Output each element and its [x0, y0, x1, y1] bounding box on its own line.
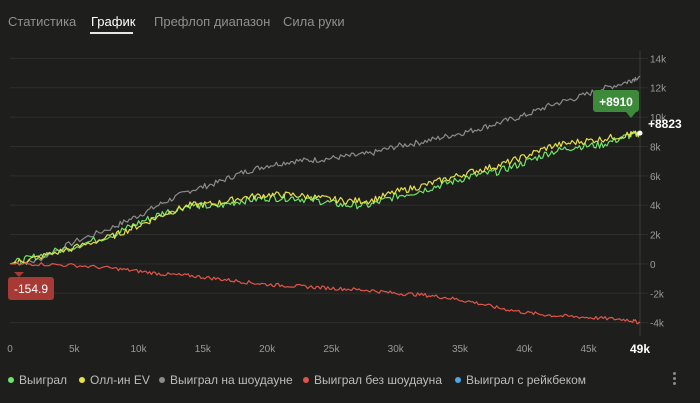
legend-dot-icon [159, 377, 165, 383]
legend-dot-icon [303, 377, 309, 383]
series-allin-ev-line [9, 130, 641, 265]
y-tick-label: -4k [650, 319, 665, 330]
x-tick-label: 10k [131, 344, 148, 355]
annotation-won-pointer [626, 112, 636, 118]
legend-item-showdown[interactable]: Выиграл на шоудауне [159, 373, 293, 387]
x-tick-label: 5k [69, 344, 81, 355]
tab-statistics[interactable]: Статистика [8, 14, 77, 29]
tab-bar: Статистика График Префлоп диапазон Сила … [0, 0, 700, 36]
x-tick-label: 0 [7, 344, 13, 355]
annotation-won-label: +8910 [599, 95, 633, 109]
annotation-start-badge [8, 277, 54, 300]
y-tick-label: 2k [650, 231, 662, 242]
more-options-icon[interactable] [667, 370, 681, 390]
x-tick-label: 20k [259, 344, 276, 355]
x-tick-label: 15k [195, 344, 212, 355]
x-end-label: 49k [630, 342, 650, 356]
series-end-point [637, 130, 643, 136]
active-tab-underline [90, 32, 133, 34]
annotation-start-pointer [14, 272, 24, 277]
legend-item-won[interactable]: Выиграл [8, 373, 67, 387]
x-tick-label: 40k [516, 344, 533, 355]
annotation-start-label: -154.9 [14, 282, 48, 296]
tab-hand-strength[interactable]: Сила руки [283, 14, 345, 29]
y-tick-label: 12k [650, 84, 667, 95]
series-showdown-line [9, 75, 641, 266]
tab-graph[interactable]: График [91, 14, 136, 29]
y-tick-label: 10k [650, 113, 667, 124]
series-won-line [9, 130, 641, 265]
chart-legend: Выиграл Олл-ин EV Выиграл на шоудауне Вы… [0, 366, 700, 394]
x-tick-label: 45k [581, 344, 598, 355]
tab-preflop-range[interactable]: Префлоп диапазон [154, 14, 271, 29]
y-tick-label: 0 [650, 260, 656, 271]
y-tick-label: 14k [650, 54, 667, 65]
legend-item-rakeback[interactable]: Выиграл с рейкбеком [455, 373, 586, 387]
y-tick-label: 4k [650, 201, 662, 212]
y-tick-label: 6k [650, 172, 662, 183]
annotation-won-badge [593, 90, 639, 112]
legend-dot-icon [8, 377, 14, 383]
x-tick-label: 30k [388, 344, 405, 355]
x-tick-label: 35k [452, 344, 469, 355]
x-tick-label: 25k [323, 344, 340, 355]
legend-dot-icon [455, 377, 461, 383]
annotation-allin-ev-label: +8823 [648, 117, 682, 131]
y-tick-label: -2k [650, 289, 665, 300]
legend-item-non-showdown[interactable]: Выиграл без шоудауна [303, 373, 442, 387]
legend-item-allin-ev[interactable]: Олл-ин EV [79, 373, 150, 387]
series-non-showdown-line [10, 261, 641, 325]
legend-dot-icon [79, 377, 85, 383]
y-tick-label: 8k [650, 142, 662, 153]
winnings-chart: 14k 12k 10k 8k 6k 4k 2k 0 -2k -4k 0 5k 10k 15k 20k 25k 3… [7, 51, 682, 356]
